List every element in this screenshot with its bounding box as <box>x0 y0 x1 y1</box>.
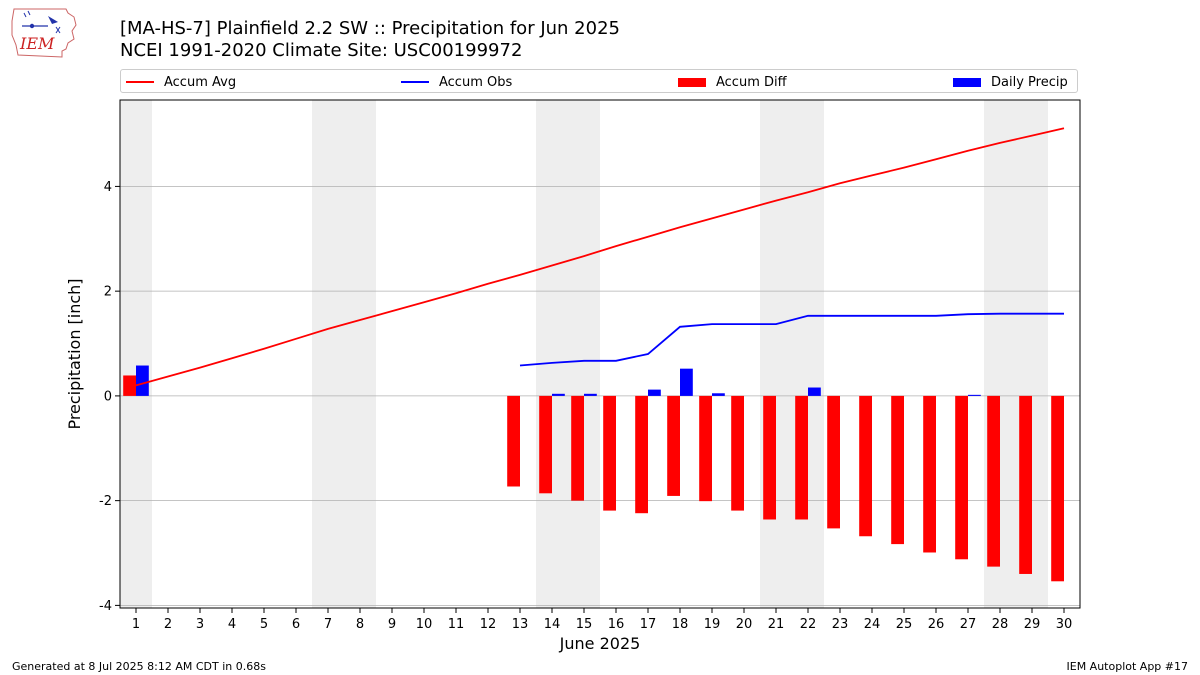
accum-diff-bar <box>539 395 552 494</box>
x-tick-label: 29 <box>1024 617 1041 632</box>
x-tick-label: 22 <box>800 617 817 632</box>
legend-swatch-accum-obs <box>401 81 429 83</box>
x-tick-label: 16 <box>608 617 625 632</box>
daily-precip-bar <box>584 393 597 396</box>
weekend-shade <box>344 100 376 608</box>
weekend-shade <box>536 100 568 608</box>
legend-item-accum-avg: Accum Avg <box>126 73 236 91</box>
x-tick-label: 20 <box>736 617 753 632</box>
x-tick-label: 18 <box>672 617 689 632</box>
x-tick-label: 23 <box>832 617 849 632</box>
x-tick-label: 11 <box>448 617 465 632</box>
x-tick-label: 10 <box>416 617 433 632</box>
accum-diff-bar <box>763 395 776 520</box>
x-tick-label: 19 <box>704 617 721 632</box>
footer-app: IEM Autoplot App #17 <box>1066 660 1189 673</box>
accum-diff-bar <box>1051 395 1064 582</box>
legend-label-accum-diff: Accum Diff <box>716 74 787 90</box>
weekend-shade <box>312 100 344 608</box>
daily-precip-bar <box>648 389 661 396</box>
weekend-shade <box>792 100 824 608</box>
accum-diff-bar <box>507 395 520 487</box>
daily-precip-bar <box>968 394 981 396</box>
accum-diff-bar <box>699 395 712 502</box>
weekend-shade <box>120 100 152 608</box>
legend-item-accum-diff: Accum Diff <box>678 73 787 91</box>
x-tick-label: 28 <box>992 617 1009 632</box>
y-tick-label: 4 <box>104 180 112 195</box>
x-tick-label: 9 <box>388 617 396 632</box>
x-tick-label: 15 <box>576 617 593 632</box>
legend-label-accum-obs: Accum Obs <box>439 74 513 90</box>
x-axis-label: June 2025 <box>559 634 641 653</box>
accum-diff-bar <box>731 395 744 511</box>
accum-diff-bar <box>795 395 808 520</box>
legend-label-accum-avg: Accum Avg <box>164 74 237 90</box>
x-tick-label: 25 <box>896 617 913 632</box>
y-axis-label: Precipitation [inch] <box>65 278 84 429</box>
iem-logo: IEM <box>11 8 77 58</box>
daily-precip-bar <box>808 387 821 396</box>
x-tick-label: 24 <box>864 617 881 632</box>
accum-diff-bar <box>571 395 584 501</box>
accum-diff-bar <box>987 395 1000 567</box>
svg-text:IEM: IEM <box>19 34 55 53</box>
legend-swatch-accum-diff <box>678 77 706 87</box>
accum-diff-bar <box>923 395 936 553</box>
weekend-shade <box>568 100 600 608</box>
x-tick-label: 17 <box>640 617 657 632</box>
accum-diff-bar <box>891 395 904 545</box>
chart-title: [MA-HS-7] Plainfield 2.2 SW :: Precipita… <box>120 18 620 39</box>
accum-diff-bar <box>123 375 136 396</box>
y-tick-label: -2 <box>99 494 112 509</box>
x-tick-label: 6 <box>292 617 300 632</box>
accum-diff-bar <box>955 395 968 560</box>
daily-precip-bar <box>680 368 693 396</box>
legend-swatch-daily-precip <box>953 77 981 87</box>
x-tick-label: 2 <box>164 617 172 632</box>
daily-precip-bar <box>136 365 149 396</box>
x-tick-label: 8 <box>356 617 364 632</box>
y-tick-label: 2 <box>104 285 112 300</box>
y-tick-label: -4 <box>99 599 112 614</box>
accum-diff-bar <box>859 395 872 537</box>
x-tick-label: 4 <box>228 617 236 632</box>
accum-diff-bar <box>827 395 840 529</box>
x-tick-label: 7 <box>324 617 332 632</box>
x-tick-label: 12 <box>480 617 497 632</box>
accum-avg-line <box>135 127 1065 387</box>
legend: Accum Avg Accum Obs Accum Diff Daily Pre… <box>120 69 1078 93</box>
plot-frame <box>119 99 1081 609</box>
x-tick-label: 13 <box>512 617 529 632</box>
x-tick-label: 3 <box>196 617 204 632</box>
daily-precip-bar <box>552 393 565 396</box>
x-tick-label: 5 <box>260 617 268 632</box>
daily-precip-bar <box>712 393 725 396</box>
x-tick-label: 26 <box>928 617 945 632</box>
weekend-shade <box>760 100 792 608</box>
x-tick-label: 30 <box>1056 617 1073 632</box>
accum-diff-bar <box>667 395 680 496</box>
accum-obs-line <box>519 312 1064 367</box>
legend-item-accum-obs: Accum Obs <box>401 73 512 91</box>
legend-item-daily-precip: Daily Precip <box>953 73 1068 91</box>
x-tick-label: 21 <box>768 617 785 632</box>
x-tick-label: 27 <box>960 617 977 632</box>
footer-generated: Generated at 8 Jul 2025 8:12 AM CDT in 0… <box>12 660 266 673</box>
chart-subtitle: NCEI 1991-2020 Climate Site: USC00199972 <box>120 40 523 61</box>
accum-diff-bar <box>635 395 648 514</box>
accum-diff-bar <box>1019 395 1032 574</box>
legend-swatch-accum-avg <box>126 81 154 83</box>
accum-diff-bar <box>603 395 616 511</box>
x-tick-label: 14 <box>544 617 561 632</box>
x-tick-label: 1 <box>132 617 140 632</box>
legend-label-daily-precip: Daily Precip <box>991 74 1068 90</box>
y-tick-label: 0 <box>104 389 112 404</box>
